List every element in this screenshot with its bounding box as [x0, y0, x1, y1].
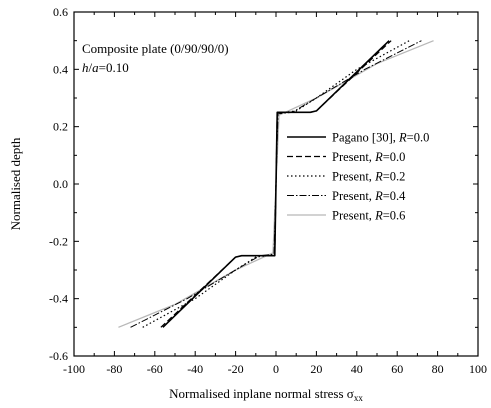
annotation-title: Composite plate (0/90/90/0): [82, 41, 229, 56]
series-line: [142, 40, 410, 328]
legend-label: Present, R=0.0: [332, 150, 405, 164]
x-tick-label: 80: [432, 362, 444, 376]
legend-label: Present, R=0.2: [332, 170, 405, 184]
series-line: [162, 40, 390, 328]
x-tick-label: -60: [147, 362, 163, 376]
y-tick-label: 0.4: [53, 62, 68, 76]
legend-label: Present, R=0.6: [332, 209, 405, 223]
x-tick-label: -80: [106, 362, 122, 376]
x-tick-label: 20: [310, 362, 322, 376]
x-axis: -100 -80 -60 -40 -20 0 20 40 60 80 100: [63, 12, 487, 376]
y-tick-label: -0.4: [49, 292, 68, 306]
legend-label: Present, R=0.4: [332, 189, 406, 203]
legend-label: Pagano [30], R=0.0: [332, 131, 429, 145]
y-axis-label: Normalised depth: [8, 137, 23, 230]
annotation-ratio: h/a=0.10: [82, 60, 129, 75]
series-line: [130, 40, 422, 328]
x-tick-label: -20: [228, 362, 244, 376]
y-tick-label: 0.6: [53, 5, 68, 19]
y-tick-label: -0.2: [49, 234, 68, 248]
x-axis-label: Normalised inplane normal stress σxx: [169, 386, 363, 403]
y-tick-label: 0.2: [53, 120, 68, 134]
x-tick-label: 0: [273, 362, 279, 376]
y-tick-label: -0.6: [49, 349, 68, 363]
series-lines: [118, 40, 434, 328]
x-tick-label: 40: [351, 362, 363, 376]
x-tick-label: -100: [63, 362, 85, 376]
x-tick-label: 60: [391, 362, 403, 376]
y-axis: -0.6 -0.4 -0.2 0.0 0.2 0.4 0.6: [49, 5, 478, 363]
legend: Pagano [30], R=0.0 Present, R=0.0 Present,…: [287, 131, 429, 223]
x-tick-label: 100: [469, 362, 487, 376]
x-tick-label: -40: [187, 362, 203, 376]
y-tick-label: 0.0: [53, 177, 68, 191]
